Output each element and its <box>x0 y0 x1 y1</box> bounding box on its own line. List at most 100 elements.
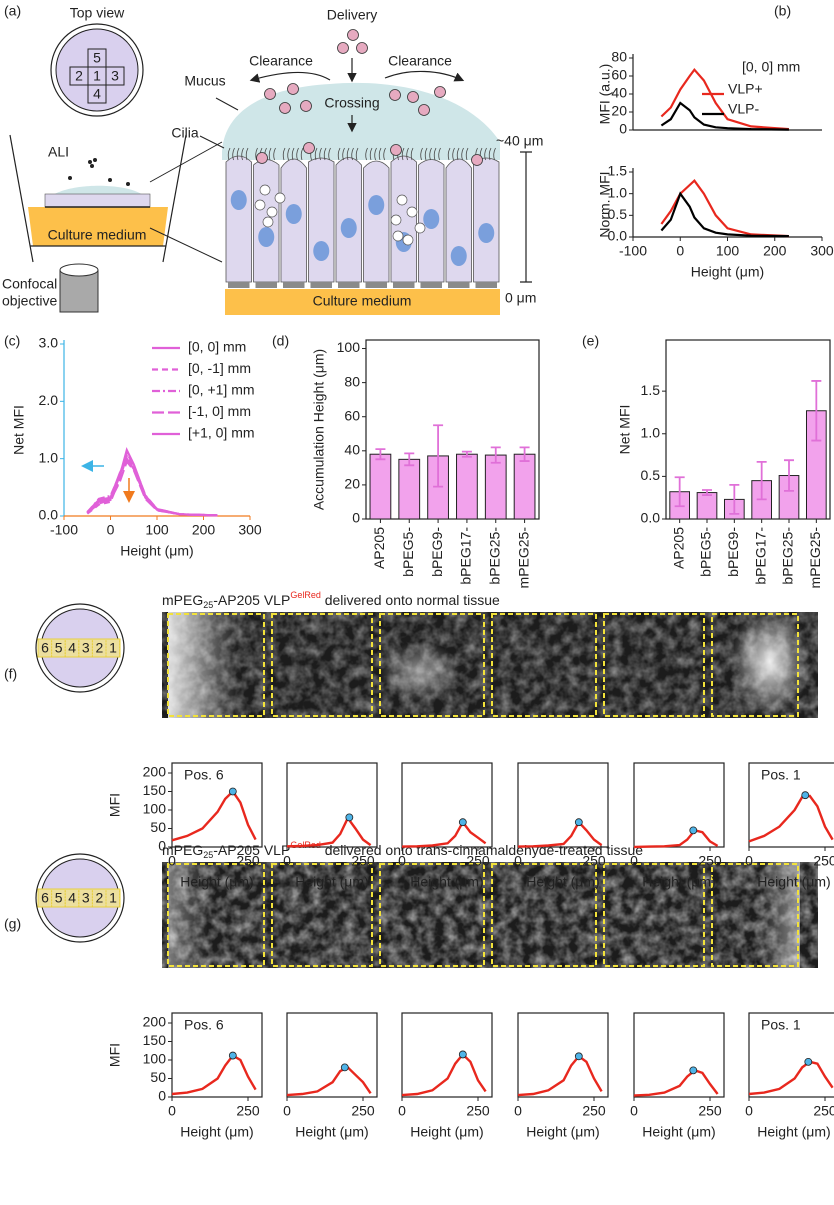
x-tick-label: 0 <box>283 1103 291 1119</box>
cilium <box>369 147 373 161</box>
data-line <box>748 794 834 843</box>
x-axis-label: Height (μm) <box>642 1124 715 1140</box>
x-tick-label: bPEG17- <box>752 527 768 585</box>
error-bar <box>756 460 767 501</box>
cilium <box>296 147 299 161</box>
x-tick-label: bPEG17- <box>458 527 474 585</box>
membrane <box>475 282 497 288</box>
label: Clearance <box>249 53 313 69</box>
x-axis-label: Height (μm) <box>180 1124 253 1140</box>
position-label: 2 <box>96 890 104 906</box>
position-label: 6 <box>41 640 49 656</box>
data-line <box>660 101 789 131</box>
data-line <box>86 456 218 517</box>
nucleus <box>478 223 495 243</box>
title-part: 25 <box>203 850 213 860</box>
x-tick-label: 250 <box>351 853 375 869</box>
x-axis-label: Height (μm) <box>180 874 253 890</box>
position-label: 2 <box>96 640 104 656</box>
x-tick-label: 300 <box>810 243 834 259</box>
plot-frame <box>633 1012 725 1098</box>
well: 2 <box>75 68 83 84</box>
roi-box <box>271 613 373 717</box>
x-tick-label: AP205 <box>371 527 387 569</box>
y-tick-label: 100 <box>143 801 167 817</box>
x-tick-label: 250 <box>698 1103 722 1119</box>
label: ALI <box>48 144 69 160</box>
data-line <box>660 191 789 238</box>
x-tick-label: bPEG9- <box>429 527 445 577</box>
error-bar <box>461 450 472 458</box>
cilium <box>232 147 235 161</box>
x-axis-label: Height (μm) <box>295 874 368 890</box>
label: Cilia <box>171 125 198 141</box>
x-tick-label: 0 <box>168 1103 176 1119</box>
cell <box>390 155 417 283</box>
x-tick-label: -100 <box>619 243 647 259</box>
roi-box <box>603 863 705 967</box>
well: 4 <box>93 86 101 102</box>
membrane <box>338 282 360 288</box>
legend-label: VLP+ <box>728 81 763 97</box>
bar <box>513 453 536 520</box>
cilium <box>456 147 460 161</box>
position-label: 3 <box>82 890 90 906</box>
plot-frame <box>171 762 263 848</box>
plot-frame <box>748 1012 834 1098</box>
granule <box>259 184 271 196</box>
granule <box>406 206 418 218</box>
y-tick-label: 40 <box>344 442 360 458</box>
y-tick-label: 80 <box>611 49 627 65</box>
cilium <box>282 147 286 161</box>
cilium <box>374 147 377 161</box>
x-tick-label: 0 <box>630 1103 638 1119</box>
bright-region <box>760 862 800 968</box>
plot-frame <box>517 1012 609 1098</box>
panel-label: (a) <box>4 3 21 19</box>
label: Mucus <box>184 73 225 89</box>
error-bar <box>811 380 822 442</box>
label: objective <box>2 293 57 309</box>
x-tick-label: mPEG25- <box>515 527 531 589</box>
granule <box>396 194 408 206</box>
panel-label: (d) <box>272 333 289 349</box>
cilium <box>424 147 428 161</box>
panel-label: (b) <box>774 3 791 19</box>
nucleus <box>258 227 275 247</box>
x-tick-label: 250 <box>351 1103 375 1119</box>
x-tick-label: 250 <box>813 853 834 869</box>
data-line <box>660 67 789 131</box>
cilium <box>346 147 350 161</box>
plot-frame <box>401 1012 493 1098</box>
x-tick-label: mPEG25- <box>807 527 823 589</box>
x-tick-label: 200 <box>192 522 216 538</box>
x-axis-label: Height (μm) <box>526 874 599 890</box>
cilium <box>351 147 354 161</box>
x-tick-label: -100 <box>50 522 78 538</box>
y-axis-label: Accumulation Height (μm) <box>311 349 327 510</box>
y-tick-label: 0.0 <box>641 510 661 526</box>
position-label: 3 <box>82 640 90 656</box>
label: Culture medium <box>313 293 412 309</box>
cilium <box>268 147 272 161</box>
y-tick-label: 50 <box>150 819 166 835</box>
error-bar <box>404 452 415 467</box>
y-axis-label: Net MFI <box>617 405 633 455</box>
y-tick-label: 60 <box>611 67 627 83</box>
y-tick-label: 2.0 <box>39 392 59 408</box>
well: 5 <box>93 50 101 66</box>
y-tick-label: 0.0 <box>608 228 628 244</box>
x-tick-label: bPEG5- <box>698 527 714 577</box>
y-tick-label: 3.0 <box>39 335 59 351</box>
x-tick-label: 250 <box>466 853 490 869</box>
plot-frame <box>286 1012 378 1098</box>
nucleus <box>313 241 330 261</box>
roi-box <box>167 863 265 967</box>
nucleus <box>285 204 302 224</box>
y-tick-label: 1.5 <box>641 382 661 398</box>
x-tick-label: 0 <box>676 243 684 259</box>
x-tick-label: 100 <box>716 243 740 259</box>
position-label: 6 <box>41 890 49 906</box>
cilium <box>245 147 249 161</box>
x-tick-label: 300 <box>238 522 262 538</box>
